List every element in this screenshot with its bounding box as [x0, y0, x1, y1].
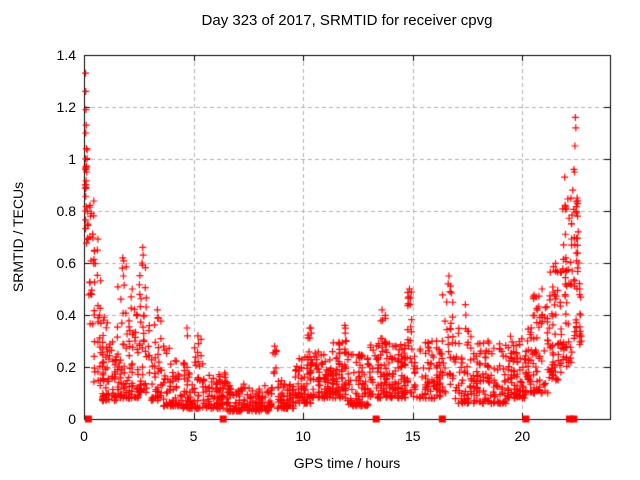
x-axis-label: GPS time / hours — [293, 455, 401, 471]
y-tick-label: 1.2 — [56, 99, 76, 115]
y-axis-label: SRMTID / TECUs — [10, 181, 26, 293]
x-tick-label: 5 — [189, 428, 198, 444]
x-tick-label: 0 — [80, 428, 88, 444]
y-tick-label: 0.4 — [56, 307, 76, 323]
y-tick-label: 0.6 — [56, 255, 76, 271]
chart-title: Day 323 of 2017, SRMTID for receiver cpv… — [201, 12, 493, 29]
x-tick-label: 15 — [404, 428, 421, 444]
y-tick-label: 1.4 — [56, 47, 76, 63]
x-tick-label: 10 — [295, 428, 311, 444]
x-tick-label: 20 — [514, 428, 531, 444]
y-tick-label: 0 — [68, 411, 76, 427]
y-tick-label: 0.2 — [56, 359, 76, 375]
y-tick-label: 0.8 — [56, 203, 76, 219]
y-tick-label: 1 — [68, 151, 76, 167]
